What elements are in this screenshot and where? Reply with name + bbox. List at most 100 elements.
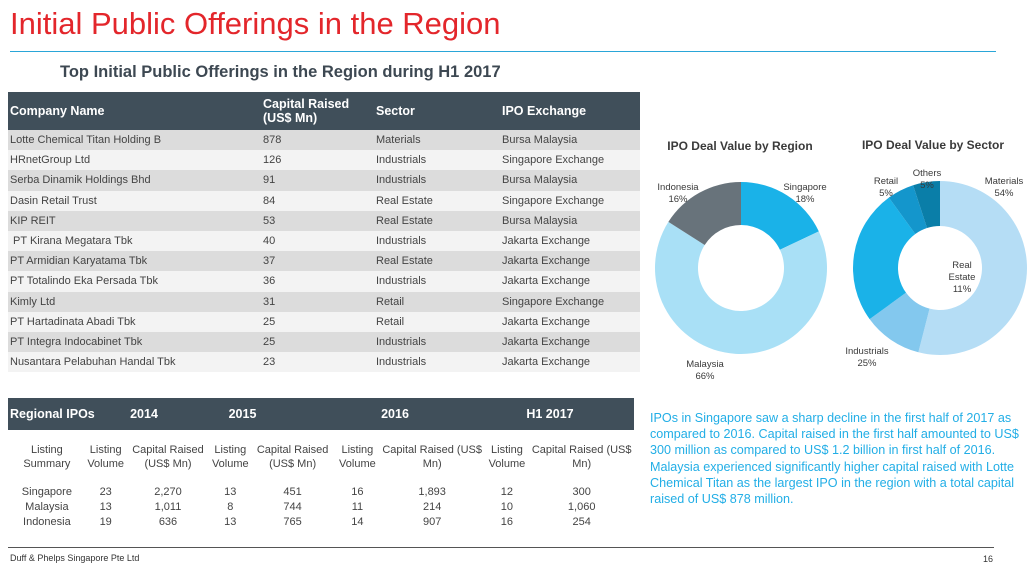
subheader-cell: Listing Volume <box>87 444 125 470</box>
table-row: PT Integra Indocabinet Tbk 25 Industrials J… <box>8 331 640 353</box>
regional-cell: 2,270 <box>154 486 182 498</box>
slice-label: Materials 54% <box>985 176 1024 199</box>
subheader-cell: Listing Volume <box>339 444 376 470</box>
regional-cell: 636 <box>158 516 178 528</box>
regional-cell: 744 <box>283 501 302 513</box>
header-regional: Regional IPOs <box>10 407 95 421</box>
ipo-exchange: Bursa Malaysia <box>502 174 578 187</box>
table-row: PT Kirana Megatara Tbk 40 Industrials Jakar… <box>8 230 640 252</box>
regional-cell: 13 <box>99 501 112 513</box>
ipo-exchange: Jakarta Exchange <box>502 335 591 348</box>
regional-cell: 451 <box>283 486 302 498</box>
capital-raised: 91 <box>263 174 276 187</box>
ipo-exchange: Singapore Exchange <box>502 295 605 308</box>
regional-cell: 13 <box>224 516 237 528</box>
regional-row: Malaysia 13 1,011 8 744 11 214 10 1,060 <box>8 500 634 515</box>
regional-cell: Indonesia <box>23 516 71 528</box>
title-divider <box>10 51 996 52</box>
company-name: Nusantara Pelabuhan Handal Tbk <box>10 356 176 369</box>
donut-charts: IPO Deal Value by Region IPO Deal Value … <box>655 138 1027 382</box>
regional-row: Indonesia 19 636 13 765 14 907 16 254 <box>8 515 634 530</box>
regional-cell: Singapore <box>21 486 72 498</box>
company-name: PT Kirana Megatara Tbk <box>10 235 133 248</box>
table-header: Company Name Capital Raised (US$ Mn) Sec… <box>8 92 640 130</box>
table-row: PT Armidian Karyatama Tbk 37 Real Estate Ja… <box>8 251 640 272</box>
ipo-exchange: Singapore Exchange <box>502 154 605 167</box>
ipo-exchange: Bursa Malaysia <box>502 134 578 147</box>
regional-ipo-table: Regional IPOs 2014 2015 2016 H1 2017 Lis… <box>8 398 634 530</box>
slice-label: Malaysia 66% <box>686 359 724 382</box>
top-ipo-table: Company Name Capital Raised (US$ Mn) Sec… <box>8 92 640 373</box>
regional-cell: Malaysia <box>25 501 69 513</box>
slice-malaysia <box>655 221 827 354</box>
subheader-cell: Capital Raised (US$ Mn) <box>256 444 329 470</box>
regional-cell: 1,060 <box>567 501 596 513</box>
ipo-exchange: Jakarta Exchange <box>502 235 591 248</box>
regional-cell: 300 <box>572 486 591 498</box>
subheader-cell: Capital Raised (US$ Mn) <box>382 444 482 470</box>
company-name: Lotte Chemical Titan Holding B <box>10 134 162 147</box>
capital-raised: 37 <box>263 255 276 268</box>
commentary: IPOs in Singapore saw a sharp decline in… <box>650 411 1019 507</box>
table-row: Nusantara Pelabuhan Handal Tbk 23 Industri… <box>8 352 640 373</box>
ipo-exchange: Jakarta Exchange <box>502 255 591 268</box>
header-2015: 2015 <box>228 407 257 421</box>
ipo-exchange: Bursa Malaysia <box>502 214 578 227</box>
capital-raised: 878 <box>263 134 282 147</box>
table-row: Dasin Retail Trust 84 Real Estate Singapore… <box>8 190 640 211</box>
regional-cell: 13 <box>224 486 237 498</box>
regional-cell: 11 <box>351 501 364 513</box>
ipo-exchange: Jakarta Exchange <box>502 315 591 328</box>
page-number: 16 <box>983 554 994 564</box>
capital-raised: 25 <box>263 335 276 348</box>
header-2014: 2014 <box>130 407 158 421</box>
slice-singapore <box>741 182 819 250</box>
company-name: PT Hartadinata Abadi Tbk <box>10 315 136 328</box>
regional-cell: 8 <box>227 501 234 513</box>
company-name: Dasin Retail Trust <box>10 194 97 207</box>
regional-cell: 1,011 <box>154 501 182 513</box>
capital-raised: 40 <box>263 235 276 248</box>
sector: Retail <box>376 295 405 308</box>
company-name: HRnetGroup Ltd <box>10 154 91 167</box>
table-row: Lotte Chemical Titan Holding B 878 Materia… <box>8 130 640 151</box>
ipo-exchange: Jakarta Exchange <box>502 275 591 288</box>
regional-row: Singapore 23 2,270 13 451 16 1,893 12 300 <box>8 485 634 500</box>
table-row: Kimly Ltd 31 Retail Singapore Exchange <box>8 291 640 312</box>
header-2016: 2016 <box>381 407 409 421</box>
chart-title-region: IPO Deal Value by Region <box>667 139 812 153</box>
capital-raised: 84 <box>263 194 276 207</box>
subheader-cell: Capital Raised (US$ Mn) <box>132 444 204 470</box>
chart-title-sector: IPO Deal Value by Sector <box>862 138 1004 152</box>
slice-label: Retail 5% <box>874 176 898 199</box>
sector: Real Estate <box>376 214 433 227</box>
capital-raised: 126 <box>263 154 282 167</box>
table-title: Top Initial Public Offerings in the Regi… <box>60 63 501 81</box>
sector: Real Estate <box>376 255 433 268</box>
company-name: Kimly Ltd <box>10 295 56 308</box>
capital-raised: 25 <box>263 315 276 328</box>
regional-cell: 12 <box>500 486 514 498</box>
regional-cell: 907 <box>422 516 442 528</box>
sector: Retail <box>376 315 405 328</box>
regional-cell: 765 <box>283 516 302 528</box>
capital-raised: 53 <box>263 214 276 227</box>
header-capital: Capital Raised (US$ Mn) <box>263 97 350 125</box>
company-name: Serba Dinamik Holdings Bhd <box>10 174 151 187</box>
table-row: HRnetGroup Ltd 126 Industrials Singapore Ex… <box>8 150 640 171</box>
slice-label: Others 5% <box>913 168 942 191</box>
sector: Materials <box>376 134 421 147</box>
sector: Industrials <box>376 154 427 167</box>
subheader-cell: Listing Volume <box>488 444 526 470</box>
regional-cell: 16 <box>351 486 364 498</box>
header-h1-2017: H1 2017 <box>526 407 574 421</box>
sector: Industrials <box>376 356 427 369</box>
slice-industrials <box>853 197 916 320</box>
sector: Industrials <box>376 174 427 187</box>
company-name: KIP REIT <box>10 214 56 227</box>
company-name: PT Armidian Karyatama Tbk <box>10 255 148 268</box>
footer-divider <box>8 547 994 548</box>
capital-raised: 23 <box>263 356 276 369</box>
sector: Industrials <box>376 235 427 248</box>
capital-raised: 36 <box>263 275 276 288</box>
